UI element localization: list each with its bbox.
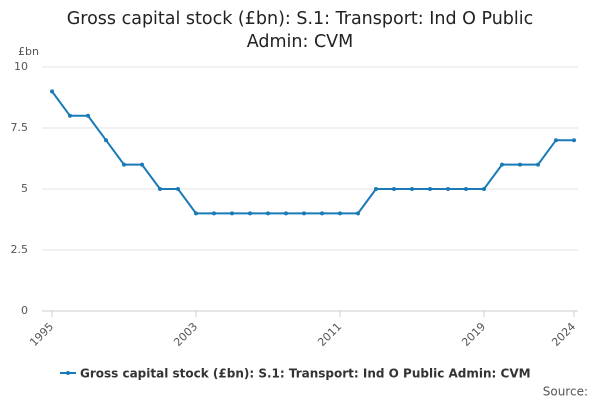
data-point [500, 162, 504, 167]
data-point [68, 113, 72, 118]
series-line [51, 90, 574, 215]
data-point [266, 211, 270, 216]
data-point [86, 113, 90, 118]
data-point [194, 211, 198, 216]
data-point [428, 187, 432, 191]
y-tick-label: 5 [21, 182, 28, 195]
data-point [140, 162, 144, 167]
y-tick-label: 0 [21, 304, 28, 317]
data-point [176, 187, 180, 191]
x-tick-label: 2011 [315, 320, 344, 349]
legend-marker [66, 371, 70, 375]
data-point [554, 138, 558, 143]
data-point [518, 162, 522, 167]
data-point [230, 211, 234, 216]
data-point [392, 187, 396, 191]
data-point [104, 138, 108, 143]
y-tick-label: 2.5 [11, 243, 29, 256]
data-point [356, 211, 360, 216]
data-point [212, 211, 216, 216]
y-tick-label: 10 [14, 60, 28, 73]
data-point [572, 138, 576, 143]
data-point [338, 211, 342, 216]
source: Source: [543, 385, 588, 399]
data-point [446, 187, 450, 191]
data-point [374, 187, 378, 191]
data-point [302, 211, 306, 216]
data-point [482, 187, 486, 191]
x-tick-label: 1995 [27, 320, 56, 349]
data-point [158, 187, 162, 191]
chart-title: Gross capital stock (£bn): S.1: Transpor… [66, 9, 534, 52]
data-point [50, 89, 54, 94]
data-point [248, 211, 252, 216]
data-point [320, 211, 324, 216]
y-axis-label: £bn [18, 45, 39, 58]
data-point [536, 162, 540, 167]
legend-label: Gross capital stock (£bn): S.1: Transpor… [80, 367, 531, 381]
x-tick-label: 2024 [549, 320, 578, 349]
x-tick-label: 2019 [459, 320, 488, 349]
data-point [284, 211, 288, 216]
y-tick-label: 7.5 [11, 121, 29, 134]
data-point [122, 162, 126, 167]
x-tick-label: 2003 [171, 320, 200, 349]
data-point [410, 187, 414, 191]
data-point [464, 187, 468, 191]
